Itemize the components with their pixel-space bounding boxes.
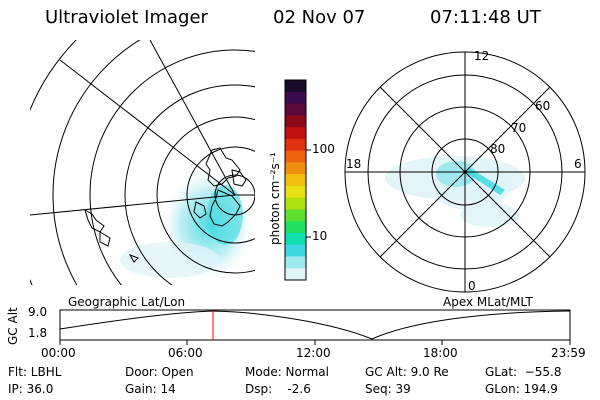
- info-gcalt: GC Alt: 9.0 Re: [365, 365, 449, 379]
- left-panel-caption: Geographic Lat/Lon: [68, 295, 186, 309]
- mlat-label-60: 60: [535, 99, 551, 113]
- colorbar-tick-100: 100: [312, 142, 335, 156]
- colorbar-segment: [285, 232, 306, 246]
- colorbar-segment: [285, 268, 306, 281]
- mlt-label-12: 12: [474, 49, 490, 63]
- colorbar: [285, 80, 306, 281]
- info-glat: GLat: −55.8: [485, 365, 562, 379]
- info-mode: Mode: Normal: [245, 365, 329, 379]
- mlat-label-80: 80: [490, 142, 506, 156]
- timeline-ylabel: GC Alt: [6, 307, 20, 345]
- timeline-xtick-0000: 00:00: [41, 346, 76, 360]
- mlat-label-70: 70: [511, 121, 527, 135]
- colorbar-segment: [285, 221, 306, 234]
- timeline-xtick-1200: 12:00: [296, 346, 331, 360]
- info-flt: Flt: LBHL: [8, 365, 62, 379]
- latitude-grid: [30, 40, 255, 285]
- colorbar-segment: [285, 209, 306, 222]
- time-label: 07:11:48 UT: [430, 7, 541, 28]
- colorbar-segment: [285, 197, 306, 210]
- colorbar-segment: [285, 162, 306, 175]
- orbit-altitude-curve: [59, 310, 571, 340]
- info-door: Door: Open: [125, 365, 194, 379]
- timeline-ytick-min: 1.8: [28, 326, 48, 340]
- mlt-label-18: 18: [346, 157, 362, 171]
- info-glon: GLon: 194.9: [485, 382, 558, 396]
- mlt-label-6: 6: [574, 157, 582, 171]
- coastlines: [84, 147, 247, 263]
- colorbar-segment: [285, 115, 306, 128]
- info-gain: Gain: 14: [125, 382, 176, 396]
- colorbar-segment: [285, 138, 306, 152]
- colorbar-segment: [285, 185, 306, 199]
- colorbar-segment: [285, 256, 306, 269]
- colorbar-segment: [285, 103, 306, 116]
- timeline-plot: [59, 309, 571, 345]
- timeline-xtick-1800: 18:00: [423, 346, 458, 360]
- colorbar-tick-10: 10: [312, 229, 328, 243]
- colorbar-segment: [285, 150, 306, 163]
- geographic-map: [30, 40, 255, 285]
- timeline-xtick-2359: 23:59: [551, 346, 586, 360]
- mlt-label-0: 0: [468, 279, 476, 293]
- longitude-grid: [30, 40, 255, 216]
- timeline-ytick-max: 9.0: [28, 305, 48, 319]
- timeline-xtick-0600: 06:00: [168, 346, 203, 360]
- colorbar-segment: [285, 127, 306, 140]
- info-seq: Seq: 39: [365, 382, 411, 396]
- colorbar-unit-label: photon cm⁻²s⁻¹: [268, 152, 282, 245]
- info-dsp: Dsp: -2.6: [245, 382, 311, 396]
- polar-plot: [344, 51, 586, 293]
- colorbar-segment: [285, 80, 306, 93]
- app-title: Ultraviolet Imager: [45, 7, 208, 28]
- date-label: 02 Nov 07: [273, 7, 366, 28]
- info-ip: IP: 36.0: [8, 382, 54, 396]
- colorbar-segment: [285, 91, 306, 105]
- colorbar-segment: [285, 174, 306, 187]
- right-panel-caption: Apex MLat/MLT: [443, 295, 533, 309]
- colorbar-segment: [285, 244, 306, 257]
- polar-grid: [344, 51, 586, 293]
